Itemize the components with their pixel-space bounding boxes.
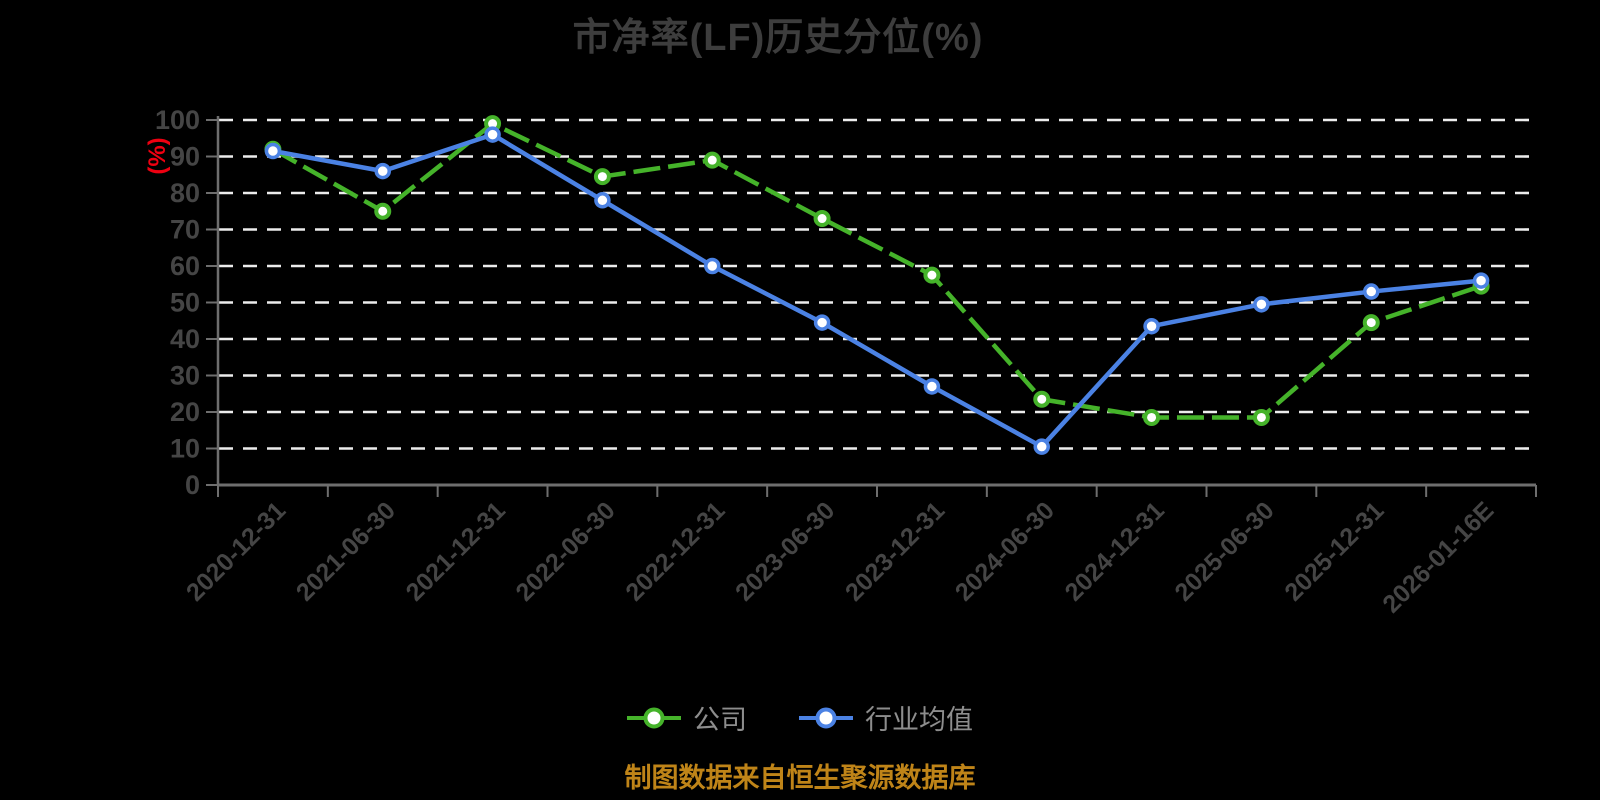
- industry-data-point-2023-12-31[interactable]: [923, 378, 941, 395]
- legend-label-industry: 行业均值: [865, 705, 973, 735]
- industry-data-point-2025-06-30[interactable]: [1253, 296, 1270, 313]
- legend: 公司 行业均值: [0, 698, 1600, 737]
- y-tick-label-40: 40: [170, 324, 200, 354]
- x-tick-label-2025-12-31: 2025-12-31: [1279, 496, 1389, 606]
- y-tick-label-30: 30: [170, 361, 200, 391]
- x-tick-label-2026-01-16E: 2026-01-16E: [1377, 496, 1499, 618]
- y-tick-label-100: 100: [155, 105, 200, 135]
- data-source-caption: 制图数据来自恒生聚源数据库: [624, 763, 976, 793]
- company-data-point-2025-06-30[interactable]: [1252, 408, 1270, 426]
- company-data-point-2023-12-31[interactable]: [923, 266, 941, 284]
- x-tick-label-2020-12-31: 2020-12-31: [181, 496, 291, 606]
- legend-item-industry[interactable]: 行业均值: [799, 698, 973, 737]
- industry-data-point-2021-12-31[interactable]: [484, 126, 501, 143]
- y-tick-label-0: 0: [185, 470, 200, 500]
- y-tick-label-70: 70: [170, 215, 200, 245]
- x-tick-label-2023-06-30: 2023-06-30: [730, 496, 840, 606]
- industry-data-point-2024-06-30[interactable]: [1033, 438, 1050, 455]
- industry-data-point-2024-12-31[interactable]: [1143, 317, 1160, 335]
- x-tick-label-2024-06-30: 2024-06-30: [950, 496, 1060, 606]
- industry-series-line: [272, 132, 1482, 449]
- y-tick-label-10: 10: [170, 434, 200, 464]
- y-axis-unit-label: (%): [144, 137, 171, 174]
- industry-data-point-2022-06-30[interactable]: [594, 192, 611, 209]
- y-tick-label-80: 80: [170, 178, 200, 208]
- company-line-marker-icon: [627, 707, 681, 728]
- y-tick-label-20: 20: [170, 397, 200, 427]
- industry-data-point-2023-06-30[interactable]: [813, 314, 831, 331]
- industry-data-point-2022-12-31[interactable]: [704, 257, 721, 275]
- company-series-line: [271, 121, 1482, 420]
- company-data-point-2023-06-30[interactable]: [813, 210, 831, 228]
- company-data-point-2024-12-31[interactable]: [1143, 408, 1161, 426]
- y-tick-label-60: 60: [170, 251, 200, 281]
- company-data-point-2022-12-31[interactable]: [703, 151, 721, 169]
- chart-title: 市净率(LF)历史分位(%): [572, 17, 984, 59]
- company-data-point-2022-06-30[interactable]: [593, 168, 611, 186]
- industry-data-point-2021-06-30[interactable]: [374, 162, 391, 180]
- industry-data-point-2020-12-31[interactable]: [264, 142, 282, 160]
- x-tick-label-2021-06-30: 2021-06-30: [291, 496, 401, 606]
- industry-data-point-2026-01-16E[interactable]: [1472, 272, 1490, 289]
- x-tick-label-2021-12-31: 2021-12-31: [401, 496, 511, 606]
- x-tick-label-2025-06-30: 2025-06-30: [1169, 496, 1279, 606]
- legend-item-company[interactable]: 公司: [627, 698, 747, 737]
- y-tick-label-50: 50: [170, 288, 200, 318]
- industry-data-point-2025-12-31[interactable]: [1363, 283, 1380, 300]
- x-tick-label-2022-06-30: 2022-06-30: [510, 496, 620, 606]
- x-tick-label-2024-12-31: 2024-12-31: [1060, 496, 1170, 606]
- industry-line-marker-icon: [799, 707, 853, 728]
- company-data-point-2021-06-30[interactable]: [374, 202, 392, 220]
- legend-label-company: 公司: [693, 705, 747, 735]
- company-data-point-2025-12-31[interactable]: [1362, 314, 1380, 332]
- company-data-point-2024-06-30[interactable]: [1033, 390, 1051, 408]
- x-tick-label-2023-12-31: 2023-12-31: [840, 496, 950, 606]
- x-tick-label-2022-12-31: 2022-12-31: [620, 496, 730, 606]
- y-tick-label-90: 90: [170, 142, 200, 172]
